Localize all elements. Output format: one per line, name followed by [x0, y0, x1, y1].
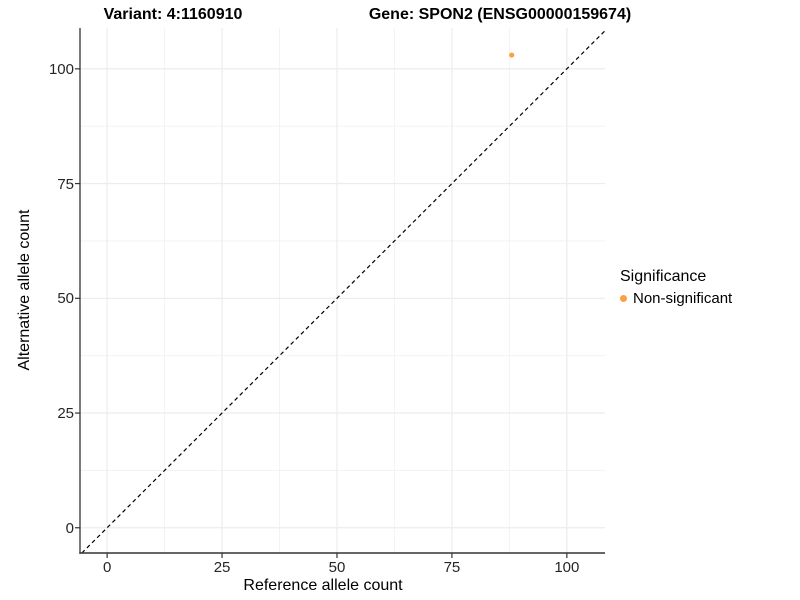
legend-title: Significance [620, 268, 707, 285]
x-tick-label: 50 [328, 559, 346, 576]
x-tick-label: 0 [102, 559, 112, 576]
identity-reference-line [81, 30, 606, 554]
variant-title: Variant: 4:1160910 [103, 6, 243, 23]
legend-item-non-significant: Non-significant [620, 290, 732, 307]
legend-point-icon [620, 295, 627, 302]
y-tick-label: 50 [57, 290, 74, 308]
gene-title: Gene: SPON2 (ENSG00000159674) [368, 6, 632, 23]
y-tick-label: 75 [57, 175, 74, 193]
x-tick-label: 25 [213, 559, 231, 576]
legend: Significance Non-significant [620, 268, 732, 307]
x-axis-title: Reference allele count [243, 577, 403, 594]
y-tick-label: 100 [48, 60, 74, 78]
data-point [509, 52, 515, 58]
x-tick-label: 100 [554, 559, 580, 576]
y-tick-label: 25 [57, 405, 74, 423]
y-tick-label: 0 [65, 519, 74, 537]
y-axis-title: Alternative allele count [16, 209, 33, 371]
legend-item-label: Non-significant [633, 290, 733, 307]
x-tick-label: 75 [443, 559, 461, 576]
